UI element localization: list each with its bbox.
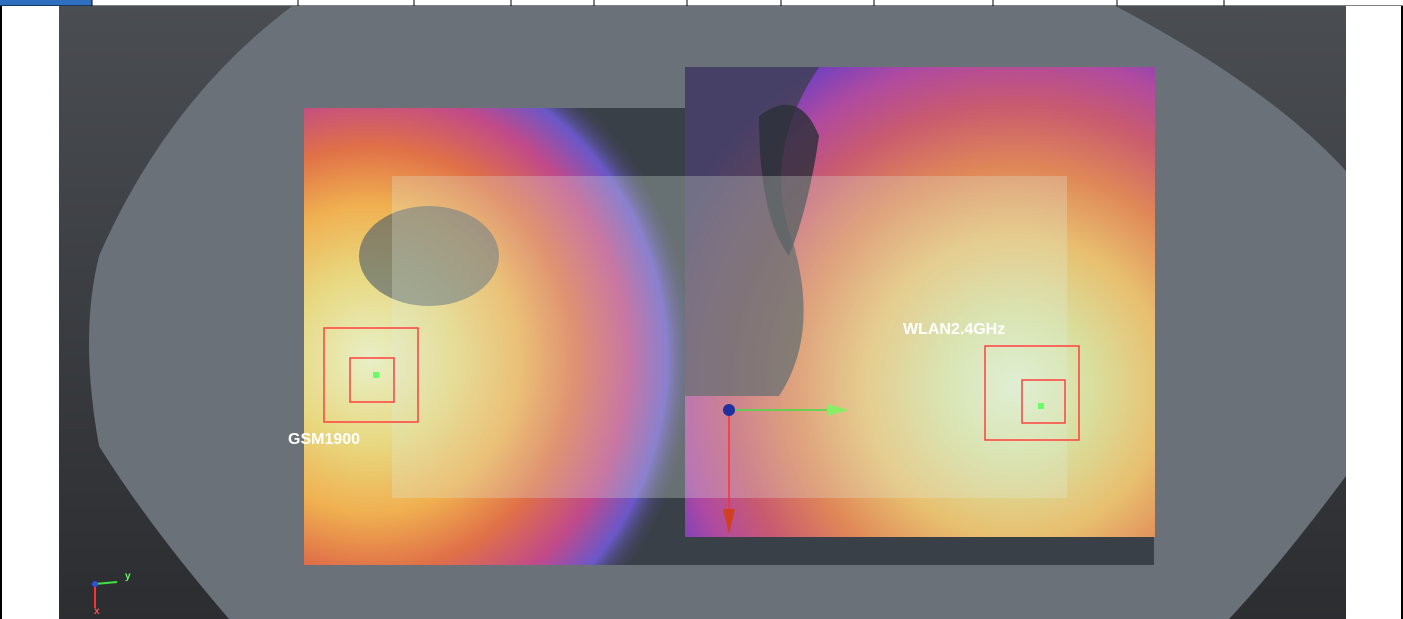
simulation-viewport[interactable]: GSM1900 WLAN2.4GHz y x (59, 6, 1346, 619)
wlan-antenna-marker (984, 345, 1080, 441)
tab-active[interactable] (0, 0, 92, 6)
axis-y-label: y (125, 571, 131, 582)
tab-strip (0, 0, 1403, 6)
axis-x-label: x (94, 606, 100, 617)
wlan-label: WLAN2.4GHz (903, 321, 1006, 338)
gsm1900-antenna-marker (323, 327, 419, 423)
gsm1900-label: GSM1900 (288, 431, 361, 448)
axes-gizmo (92, 581, 118, 608)
origin-gizmo (723, 404, 849, 534)
